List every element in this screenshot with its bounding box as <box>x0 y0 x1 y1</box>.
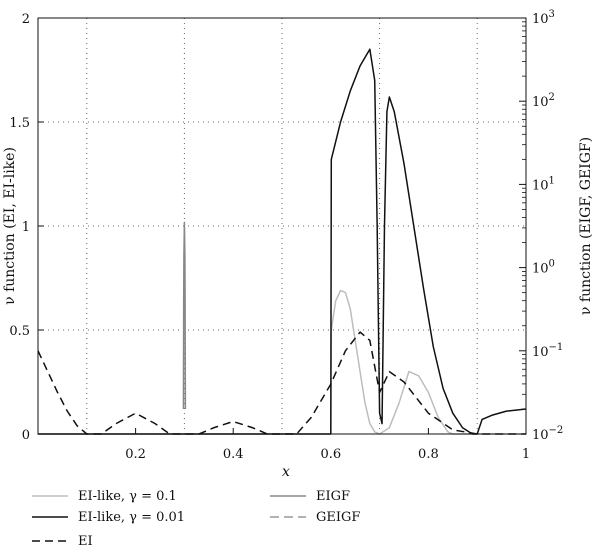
tick-marks <box>38 17 527 435</box>
y-left-tick-label: 1 <box>22 220 30 235</box>
y-right-tick-label: 103 <box>532 9 555 27</box>
series-eilike001 <box>38 48 527 435</box>
y-right-tick-label: 101 <box>532 175 555 193</box>
x-tick-label: 0.4 <box>223 447 244 462</box>
legend-label-ei: EI <box>78 534 93 549</box>
x-tick-label: 0.8 <box>418 447 439 462</box>
legend-label-geigf: GEIGF <box>316 510 360 525</box>
legend-label-eilike01: EI-like, γ = 0.1 <box>78 489 177 504</box>
series-eilike01 <box>38 289 526 435</box>
series-eigf <box>182 221 187 409</box>
y-right-tick-label: 100 <box>532 259 555 277</box>
y-right-tick-label: 10−2 <box>532 425 563 443</box>
series-layer <box>37 48 527 435</box>
legend-label-eilike001: EI-like, γ = 0.01 <box>78 510 185 525</box>
right-axis-title: ν function (EIGF, GEIGF) <box>578 137 594 315</box>
grid-lines <box>38 18 526 434</box>
y-left-tick-label: 1.5 <box>9 116 30 131</box>
left-axis-title: ν function (EI, EI-like) <box>2 147 18 305</box>
x-tick-label: 0.2 <box>125 447 146 462</box>
y-left-tick-label: 2 <box>22 12 30 27</box>
y-left-tick-label: 0 <box>22 428 30 443</box>
x-tick-label: 0.6 <box>320 447 341 462</box>
plot-frame <box>37 17 527 435</box>
x-tick-label: 1 <box>522 447 530 462</box>
x-axis-title: x <box>282 464 290 480</box>
y-right-tick-label: 10−1 <box>532 342 563 360</box>
tick-labels: 0.2 0.4 0.6 0.8 1 0 0.5 1 1.5 2 10−2 10−1 100 101 102 1… <box>9 9 563 462</box>
y-right-tick-label: 102 <box>532 92 555 110</box>
legend: EI-like, γ = 0.1 EI-like, γ = 0.01 EI EIGF G… <box>32 489 360 549</box>
legend-label-eigf: EIGF <box>316 489 350 504</box>
y-left-tick-label: 0.5 <box>9 324 30 339</box>
